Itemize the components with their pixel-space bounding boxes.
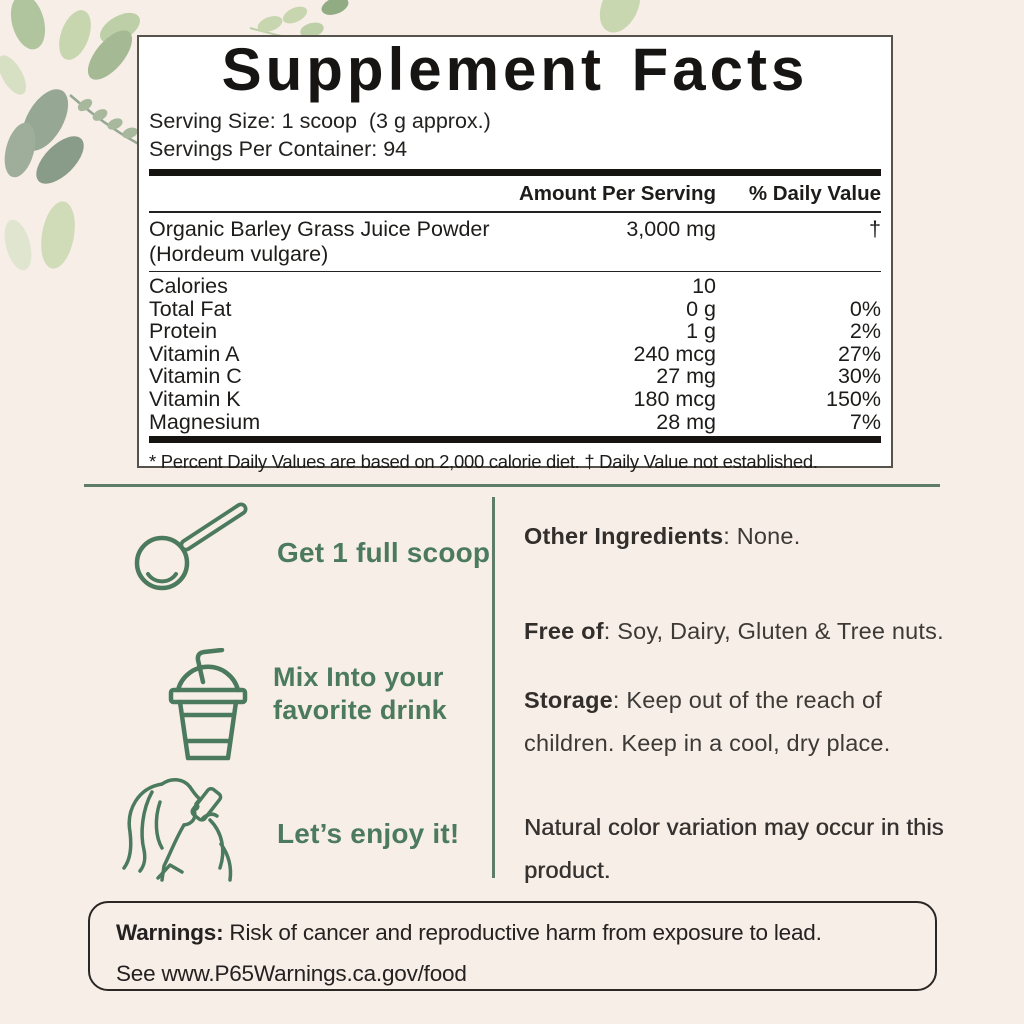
table-header-row: Amount Per Serving % Daily Value [149,176,881,211]
nutrient-row: Protein 1 g 2% [149,319,881,344]
nutrient-row: Vitamin C 27 mg 30% [149,364,881,389]
nutrient-rows: Calories 10 Total Fat 0 g 0% Protein 1 g… [149,275,881,433]
nutrient-row: Vitamin K 180 mcg 150% [149,386,881,411]
storage-text: Storage: Keep out of the reach of childr… [524,687,891,756]
warnings-line1: Warnings: Risk of cancer and reproductiv… [116,920,822,945]
girl-drinking-icon [122,778,233,882]
storage-label: Storage [524,687,613,713]
drink-cup-icon [168,648,248,761]
thick-rule [149,436,881,444]
ingredient-row: Organic Barley Grass Juice Powder (Horde… [149,213,881,269]
panel-title: Supplement Facts [221,36,809,103]
ingredient-dv: † [869,217,881,241]
color-variation-text: Natural color variation may occur in thi… [524,814,944,883]
serving-size: Serving Size: 1 scoop (3 g approx.) [149,109,491,133]
instruction-label-scoop: Get 1 full scoop [277,537,491,568]
warnings-label: Warnings: [116,920,224,945]
ingredient-name: Organic Barley Grass Juice Powder [149,217,490,241]
nutrient-row: Total Fat 0 g 0% [149,296,881,321]
other-ingredients-label: Other Ingredients [524,523,724,549]
warnings-box: Warnings: Risk of cancer and reproductiv… [88,901,937,991]
instruction-label-mix: Mix Into your favorite drink [273,662,447,725]
ingredient-amount: 3,000 mg [626,217,716,241]
vertical-divider [492,497,495,878]
scoop-icon [134,502,248,591]
nutrient-row: Calories 10 [149,274,716,298]
ingredient-latin-name: (Hordeum vulgare) [149,242,329,266]
servings-per-container: Servings Per Container: 94 [149,137,408,161]
horizontal-divider [84,484,940,487]
other-ingredients-text: Other Ingredients: None. [524,523,801,549]
instruction-label-enjoy: Let’s enjoy it! [277,818,460,849]
column-daily-value: % Daily Value [748,182,881,205]
thick-rule [149,169,881,176]
free-of-label: Free of [524,618,604,644]
panel-footnote: * Percent Daily Values are based on 2,00… [149,451,818,473]
free-of-text: Free of: Soy, Dairy, Gluten & Tree nuts. [524,618,944,644]
rule [149,211,881,213]
rule [149,271,881,272]
warnings-line2: See www.P65Warnings.ca.gov/food [116,961,467,986]
column-amount-per-serving: Amount Per Serving [518,182,716,205]
nutrient-row: Magnesium 28 mg 7% [149,409,881,434]
supplement-facts-panel: Supplement Facts Serving Size: 1 scoop (… [137,35,893,472]
nutrient-row: Vitamin A 240 mcg 27% [149,341,881,366]
